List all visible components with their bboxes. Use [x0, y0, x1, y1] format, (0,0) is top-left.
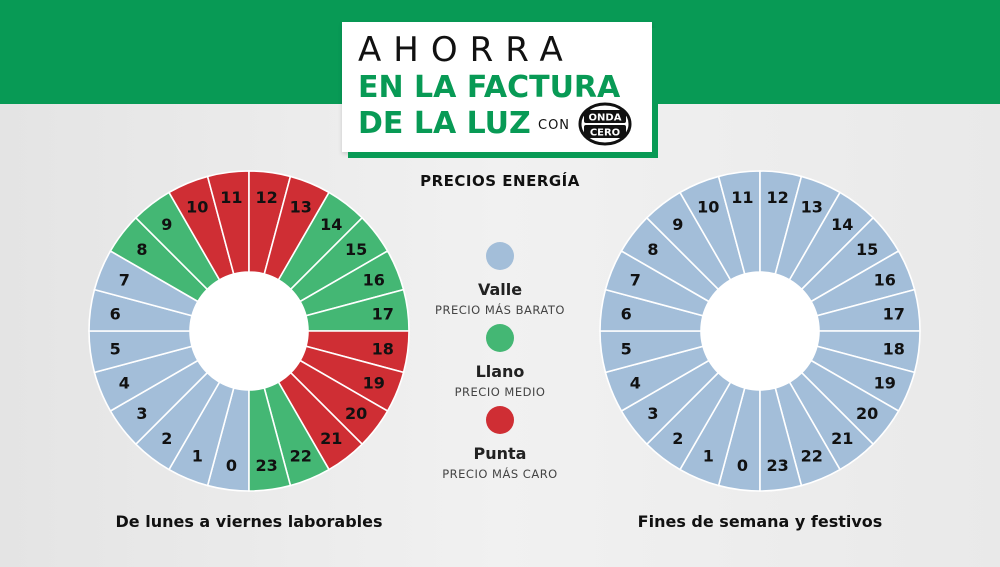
con-label: CON: [538, 118, 571, 133]
hour-label-0: 0: [226, 456, 237, 475]
hour-label-22: 22: [290, 447, 312, 466]
hour-label-6: 6: [110, 304, 121, 323]
hour-label-18: 18: [372, 340, 394, 359]
hour-label-8: 8: [647, 240, 658, 259]
title-line-3: DE LA LUZ: [358, 106, 531, 141]
onda-cero-logo: ONDA CERO: [578, 102, 632, 146]
hour-label-12: 12: [766, 188, 788, 207]
hour-label-4: 4: [630, 374, 641, 393]
hour-label-2: 2: [161, 429, 172, 448]
hour-label-4: 4: [119, 374, 130, 393]
hour-label-16: 16: [363, 270, 385, 289]
legend-valle: Valle PRECIO MÁS BARATO: [400, 242, 600, 317]
wheel-center: [701, 272, 819, 390]
page-subtitle: PRECIOS ENERGÍA: [420, 172, 580, 190]
hour-label-0: 0: [737, 456, 748, 475]
legend-valle-desc: PRECIO MÁS BARATO: [435, 303, 565, 317]
legend-punta-name: Punta: [473, 444, 527, 463]
hour-label-5: 5: [110, 340, 121, 359]
hour-label-22: 22: [801, 447, 823, 466]
hour-label-16: 16: [874, 270, 896, 289]
legend-punta: Punta PRECIO MÁS CARO: [400, 406, 600, 481]
legend-llano-name: Llano: [475, 362, 525, 381]
hour-label-8: 8: [136, 240, 147, 259]
legend-punta-desc: PRECIO MÁS CARO: [442, 467, 558, 481]
hour-label-19: 19: [363, 374, 385, 393]
hour-label-13: 13: [801, 197, 823, 216]
hour-label-21: 21: [320, 429, 342, 448]
hour-label-3: 3: [647, 404, 658, 423]
weekend-hour-wheel: 0 1 2 3 4 5 6 7 8 9 10 11 12 13 14 15 16 17 18 19 20 21 22 23: [599, 170, 921, 492]
legend-valle-name: Valle: [477, 280, 523, 299]
hour-label-15: 15: [345, 240, 367, 259]
legend-punta-dot: [486, 406, 514, 434]
weekday-caption: De lunes a viernes laborables: [115, 512, 383, 531]
hour-label-7: 7: [630, 270, 641, 289]
title-line-2: EN LA FACTURA: [358, 70, 621, 105]
hour-label-6: 6: [621, 304, 632, 323]
hour-label-10: 10: [697, 197, 719, 216]
hour-label-17: 17: [883, 304, 905, 323]
logo-bottom-text: CERO: [590, 128, 620, 139]
hour-label-9: 9: [161, 215, 172, 234]
weekend-caption: Fines de semana y festivos: [637, 512, 883, 531]
hour-label-18: 18: [883, 340, 905, 359]
hour-label-7: 7: [119, 270, 130, 289]
hour-label-23: 23: [255, 456, 277, 475]
hour-label-20: 20: [345, 404, 367, 423]
hour-label-1: 1: [703, 447, 714, 466]
legend-llano-desc: PRECIO MEDIO: [454, 385, 546, 399]
hour-label-3: 3: [136, 404, 147, 423]
legend-llano-dot: [486, 324, 514, 352]
hour-label-12: 12: [255, 188, 277, 207]
hour-label-11: 11: [220, 188, 242, 207]
legend-llano: Llano PRECIO MEDIO: [400, 324, 600, 399]
legend-valle-dot: [486, 242, 514, 270]
hour-label-5: 5: [621, 340, 632, 359]
weekday-hour-wheel: 0 1 2 3 4 5 6 7 8 9 10 11 12 13 14 15 16 17 18 19 20 21 22 23: [88, 170, 410, 492]
hour-label-9: 9: [672, 215, 683, 234]
logo-top-text: ONDA: [589, 113, 622, 124]
hour-label-11: 11: [731, 188, 753, 207]
hour-label-10: 10: [186, 197, 208, 216]
hour-label-19: 19: [874, 374, 896, 393]
hour-label-14: 14: [320, 215, 342, 234]
hour-label-1: 1: [192, 447, 203, 466]
hour-label-13: 13: [290, 197, 312, 216]
hour-label-15: 15: [856, 240, 878, 259]
hour-label-20: 20: [856, 404, 878, 423]
hour-label-14: 14: [831, 215, 853, 234]
title-line-1: AHORRA: [358, 30, 575, 70]
hour-label-21: 21: [831, 429, 853, 448]
wheel-center: [190, 272, 308, 390]
title-card: AHORRA EN LA FACTURA DE LA LUZ CON ONDA …: [342, 22, 652, 152]
hour-label-17: 17: [372, 304, 394, 323]
hour-label-2: 2: [672, 429, 683, 448]
hour-label-23: 23: [766, 456, 788, 475]
